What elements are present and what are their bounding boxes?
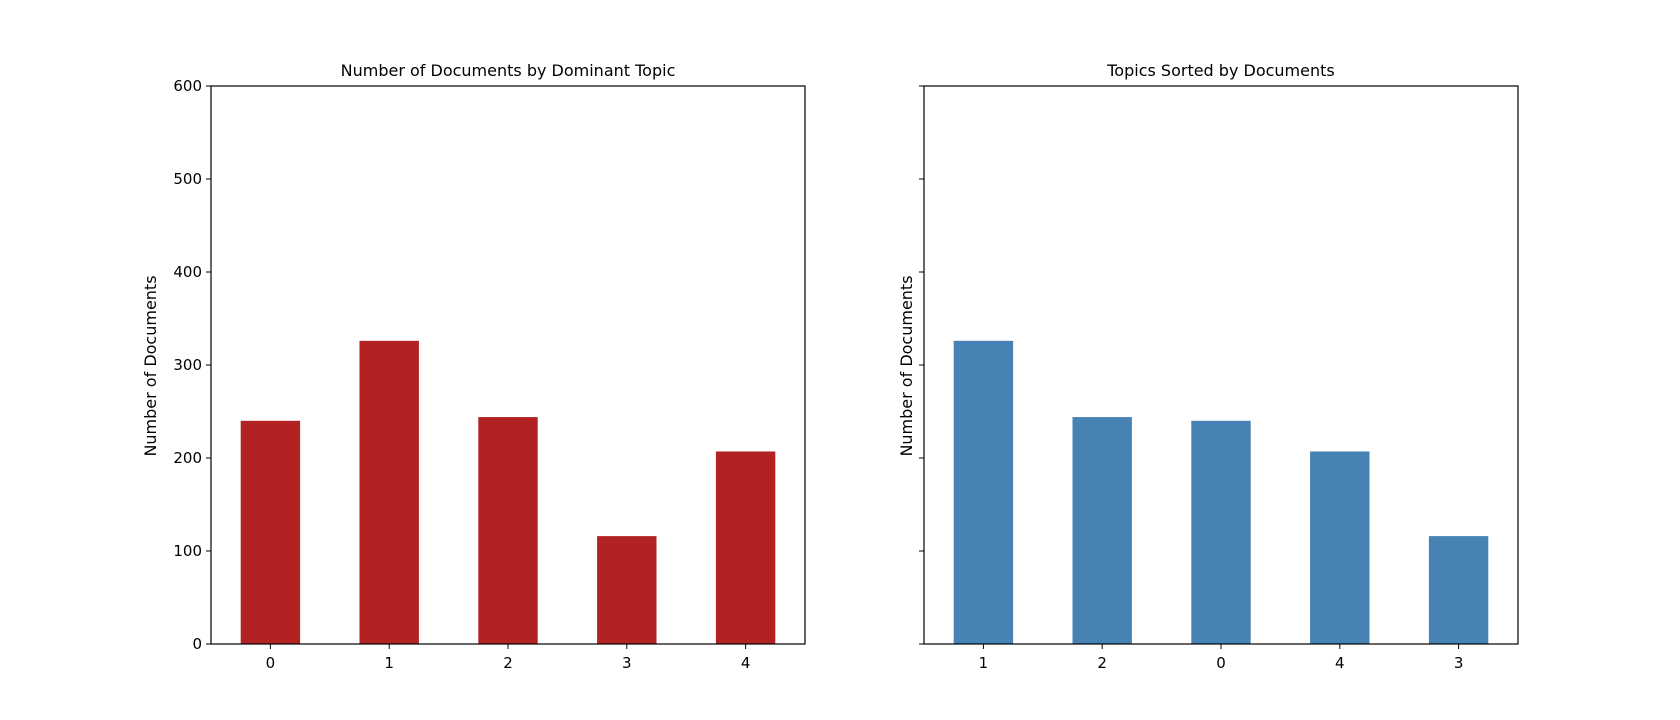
plot-frame (210, 85, 806, 645)
y-axis-ticks: 0 100 200 300 400 500 600 (173, 77, 211, 653)
bar-topic-2 (478, 417, 538, 644)
plot-frame (923, 85, 1519, 645)
y-tick-label: 600 (173, 77, 202, 95)
bar-topic-1 (359, 340, 419, 644)
bar-topic-3 (1428, 536, 1489, 644)
x-tick-label: 2 (1097, 654, 1107, 672)
y-tick-label: 0 (192, 635, 202, 653)
bar-topic-2 (1072, 417, 1132, 644)
x-tick-label: 3 (622, 654, 632, 672)
x-axis-ticks: 1 2 0 4 3 (979, 644, 1464, 672)
chart-documents-by-dominant-topic: Number of Documents by Dominant Topic Nu… (141, 61, 806, 672)
y-axis-label: Number of Documents (897, 275, 916, 456)
x-tick-label: 1 (384, 654, 394, 672)
x-tick-label: 4 (741, 654, 751, 672)
x-tick-label: 0 (1216, 654, 1226, 672)
bar-series (953, 340, 1489, 644)
x-tick-label: 4 (1335, 654, 1345, 672)
bar-topic-4 (1310, 451, 1370, 644)
y-tick-label: 200 (173, 449, 202, 467)
x-axis-ticks: 0 1 2 3 4 (266, 644, 751, 672)
chart-title: Number of Documents by Dominant Topic (341, 61, 676, 80)
bar-series (240, 340, 776, 644)
y-tick-label: 300 (173, 356, 202, 374)
bar-topic-3 (597, 536, 657, 644)
bar-topic-0 (1191, 420, 1251, 644)
bar-topic-1 (953, 340, 1014, 644)
x-tick-label: 3 (1454, 654, 1464, 672)
bar-topic-4 (715, 451, 776, 644)
x-tick-label: 2 (503, 654, 513, 672)
y-axis-label: Number of Documents (141, 275, 160, 456)
x-tick-label: 0 (266, 654, 276, 672)
bar-topic-0 (240, 420, 301, 644)
chart-topics-sorted-by-documents: Topics Sorted by Documents Number of Doc… (897, 61, 1519, 672)
y-tick-label: 100 (173, 542, 202, 560)
chart-title: Topics Sorted by Documents (1106, 61, 1334, 80)
y-tick-label: 400 (173, 263, 202, 281)
x-tick-label: 1 (979, 654, 989, 672)
y-axis-ticks (919, 85, 924, 645)
y-tick-label: 500 (173, 170, 202, 188)
